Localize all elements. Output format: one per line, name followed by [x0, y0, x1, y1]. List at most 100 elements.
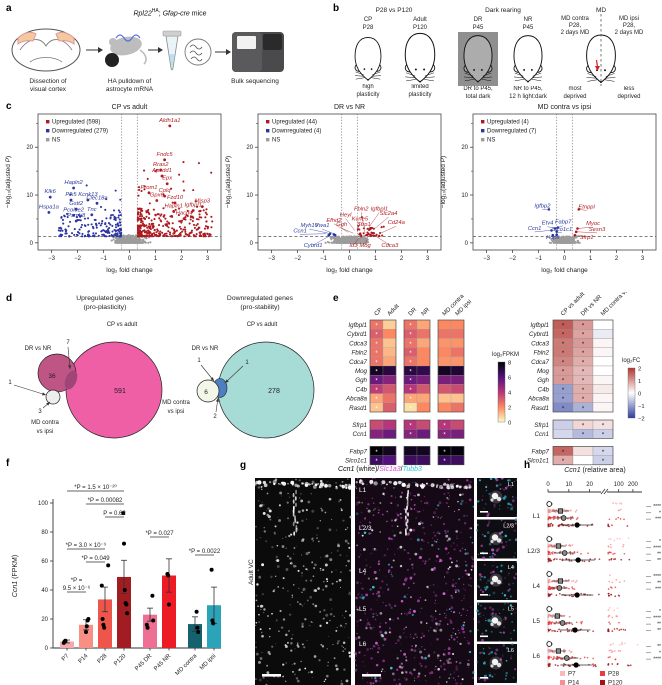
- p-value-annotations: *P = 1.5 × 10⁻²⁰ *P = 0.00082 P = 0.62 *P =…: [63, 484, 221, 593]
- svg-text:1: 1: [638, 379, 641, 385]
- svg-text:1: 1: [154, 256, 158, 262]
- svg-text:1: 1: [589, 256, 593, 262]
- inset-L5: L5: [476, 602, 517, 642]
- svg-text:(pro-stability): (pro-stability): [240, 304, 279, 311]
- svg-text:3: 3: [206, 256, 210, 262]
- svg-text:200: 200: [628, 482, 639, 488]
- mean-P28: [560, 515, 567, 521]
- layer-L4: L4*********: [533, 570, 661, 598]
- panel-f-label: f: [6, 458, 10, 469]
- ha-pulldown-icon: [105, 34, 147, 67]
- svg-text:***: ***: [655, 517, 661, 523]
- svg-text:MD contra: MD contra: [31, 420, 59, 426]
- gene-label: Psmb8: [67, 213, 86, 219]
- svg-text:CP vs adult: CP vs adult: [107, 322, 138, 328]
- x-tick-label: P14: [78, 653, 90, 665]
- gene-label: Id3: [349, 243, 358, 249]
- svg-text:*: *: [375, 351, 378, 357]
- gene-name: Rpl22: [133, 10, 152, 18]
- svg-text:−1: −1: [638, 404, 645, 410]
- arrow-icon: [148, 47, 163, 53]
- gene-label: Sfrp1: [580, 235, 594, 241]
- svg-text:Dark rearing: Dark rearing: [485, 7, 521, 14]
- inset-L6: L6: [475, 642, 517, 684]
- mean-P7: [546, 536, 553, 542]
- volcano-md-contra-vs-ipsi: MD contra vs ipsi −3 −2 −1 0 1 2 3 0 10 20 log₂ fol…: [440, 104, 657, 274]
- svg-text:*: *: [375, 333, 378, 339]
- mean-P7: [546, 641, 553, 647]
- significance: *********: [646, 574, 661, 593]
- legend-entry: NS: [487, 138, 495, 144]
- svg-text:*: *: [409, 388, 412, 394]
- gene-label: Slc2a4: [380, 211, 398, 217]
- mean-P7: [546, 606, 553, 612]
- layer-L6: L6 *******: [533, 640, 661, 668]
- gene-row-label: C4b: [538, 386, 550, 393]
- ccn1-fpkm-barchart: 0 20 40 60 80 100 Ccn1 (FPKM) P7 P14 P28 P120 P45 D…: [12, 484, 221, 677]
- legend: Upregulated (598) Downregulated (279) NS: [46, 120, 108, 144]
- mean-P7: [546, 501, 553, 507]
- mean-P120: [574, 592, 580, 598]
- svg-text:−2: −2: [509, 256, 517, 262]
- fc-colorbar: log₂FC 2 1 0 −1 −2: [622, 358, 645, 423]
- panel-c-label: c: [6, 101, 12, 112]
- svg-text:0: 0: [30, 241, 34, 247]
- svg-text:*: *: [582, 406, 585, 412]
- gene-label: Kcne5: [352, 216, 369, 222]
- panel-h-label: h: [524, 460, 531, 471]
- inset-label: L1: [508, 482, 514, 488]
- svg-text:*: *: [443, 433, 446, 439]
- legend: P7 P14 P28 P120: [560, 671, 623, 685]
- svg-text:80: 80: [41, 530, 48, 536]
- svg-text:0: 0: [45, 646, 49, 652]
- x-axis-label: log₂ fold change: [326, 267, 373, 274]
- gene-label: Tnc: [87, 207, 97, 213]
- svg-text:−3: −3: [268, 256, 276, 262]
- image-merged: L1 L2/3 L4 L5 L6: [353, 478, 475, 685]
- mouse-caption: DR to P45, total dark: [463, 86, 493, 100]
- svg-text:*: *: [443, 450, 446, 456]
- step-sequencing: Bulk sequencing: [231, 78, 279, 85]
- gene-label: Prom1: [140, 185, 157, 191]
- gene-label: Etnppl: [578, 204, 595, 210]
- svg-text:*: *: [562, 324, 565, 330]
- bar-P14: [79, 624, 93, 648]
- svg-text:4: 4: [508, 391, 512, 397]
- svg-text:0: 0: [638, 392, 641, 398]
- svg-text:MD ipsi: MD ipsi: [619, 16, 639, 22]
- gene-label: Fabp7: [555, 220, 572, 226]
- brain-icon: [11, 28, 81, 72]
- gene-label: Gpx6: [150, 192, 165, 198]
- inset-label: L5: [508, 607, 514, 613]
- mean-P120: [575, 557, 581, 563]
- y-axis-label: −log₁₀(adjusted P): [5, 156, 12, 208]
- threshold-lines: [258, 114, 441, 250]
- svg-text:*: *: [375, 379, 378, 385]
- bar-MD contra: [188, 624, 202, 648]
- svg-text:*: *: [375, 450, 378, 456]
- svg-text:CP vs adult: CP vs adult: [247, 322, 278, 328]
- svg-text:P28,: P28,: [569, 23, 582, 29]
- gene-label: Igfbp2: [534, 203, 551, 209]
- svg-text:*: *: [562, 342, 565, 348]
- svg-text:*P = 0.0022: *P = 0.0022: [189, 549, 221, 555]
- svg-text:2: 2: [180, 256, 184, 262]
- svg-text:*: *: [409, 433, 412, 439]
- gene-row-label: Cdca3: [531, 340, 549, 347]
- svg-text:MD contra: MD contra: [561, 16, 589, 22]
- svg-text:2 days MD: 2 days MD: [561, 30, 590, 36]
- svg-text:*: *: [443, 424, 446, 430]
- scale-bar: [480, 511, 488, 513]
- plot-title: CP vs adult: [112, 104, 148, 111]
- layer-L1: L1********: [533, 500, 661, 528]
- svg-text:100: 100: [38, 501, 49, 507]
- x-tick-label: MD ipsi: [199, 653, 217, 671]
- rna-icon: [184, 38, 212, 66]
- gene-row-label: Ccn1: [535, 431, 549, 438]
- gene-row-label: Ccn1: [353, 431, 367, 438]
- svg-text:2: 2: [213, 414, 217, 420]
- gene-row-label: Sfrp1: [534, 422, 549, 429]
- axes: MD contra vs ipsi −3 −2 −1 0 1 2 3 0 10 20 log₂ fol…: [440, 104, 657, 274]
